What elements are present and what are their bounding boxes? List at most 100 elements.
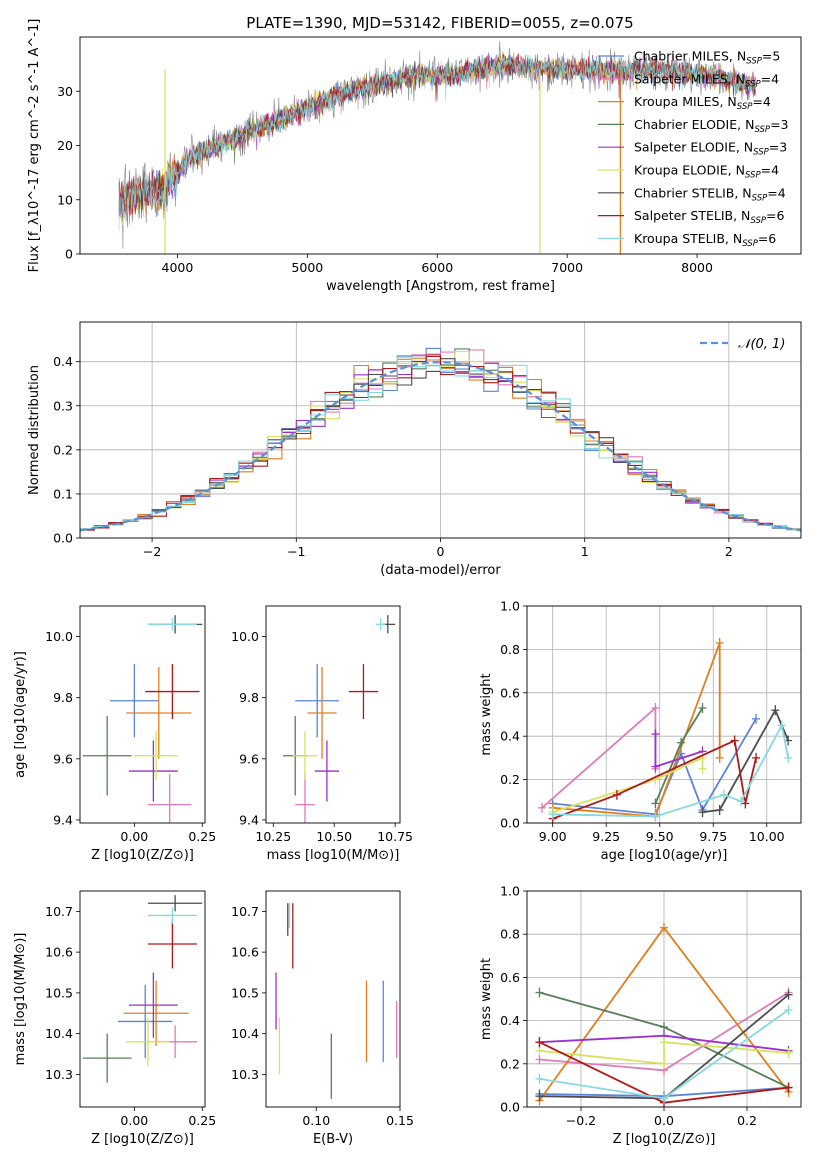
axes-frame	[526, 605, 802, 824]
x-tick-label: 6000	[421, 260, 453, 275]
x-axis-label: Z [log10(Z/Z⊙)]	[91, 848, 194, 863]
legend-label-1: Salpeter MILES, NSSP=4	[634, 71, 779, 89]
errorbar-0	[109, 664, 159, 738]
y-tick-label: 9.6	[53, 751, 73, 766]
weight-line-1	[541, 706, 657, 809]
errorbar-3	[82, 1033, 132, 1083]
errorbar-4	[314, 740, 340, 802]
errorbar-5	[292, 731, 318, 781]
legend-label-4: Salpeter ELODIE, NSSP=3	[634, 140, 787, 158]
x-axis-label: (data-model)/error	[380, 563, 501, 578]
x-tick-label: 0.00	[120, 829, 148, 844]
weight-line-5	[552, 756, 704, 813]
legend-value: =3	[769, 140, 787, 155]
x-tick-label: 4000	[162, 260, 194, 275]
axes-frame	[79, 605, 206, 824]
errorbar-7	[348, 664, 379, 720]
x-tick-label: 2	[725, 544, 733, 559]
y-axis-label: age [log10(age/yr)]	[13, 651, 28, 778]
legend-label-6: Chabrier STELIB, NSSP=4	[634, 185, 786, 203]
panel-spectrum: 4000 5000 6000 7000 8000 0 10 20 30 wavelength [A…	[27, 19, 802, 294]
x-tick-label: 7000	[551, 260, 583, 275]
y-tick-label: 10.0	[231, 629, 259, 644]
x-axis-label: age [log10(age/yr)]	[601, 848, 728, 863]
x-tick-label: 10.50	[316, 829, 352, 844]
x-tick-label: 0.00	[120, 1113, 148, 1128]
legend-subscript: SSP	[750, 216, 766, 226]
y-tick-label: 0.8	[500, 927, 520, 942]
y-tick-label: 10.6	[231, 945, 259, 960]
errorbar-1	[147, 774, 192, 823]
panel-weights-vs-Z: −0.2 0.0 0.2 0.0 0.2 0.4 0.6 0.8 1.0 Z [log10(Z/Z…	[479, 884, 802, 1147]
y-tick-label: 10.4	[45, 1026, 73, 1041]
weight-line-2	[552, 642, 721, 818]
errorbar-4	[128, 740, 178, 802]
plot-area	[275, 903, 398, 1099]
y-tick-label: 0.4	[500, 729, 520, 744]
axes-frame	[265, 605, 401, 824]
errorbar-0	[118, 984, 173, 1059]
legend-label-5: Kroupa ELODIE, NSSP=4	[634, 163, 779, 181]
x-tick-label: 0	[437, 544, 445, 559]
legend-text: Kroupa ELODIE, N	[634, 163, 745, 178]
x-tick-label: −2	[143, 544, 161, 559]
y-tick-label: 0.3	[53, 398, 73, 413]
x-tick-label: 0.25	[188, 1113, 216, 1128]
x-axis-label: E(B-V)	[313, 1132, 353, 1147]
errorbar-8	[147, 907, 197, 924]
y-axis-label: mass weight	[479, 673, 494, 755]
legend-subscript: SSP	[737, 102, 753, 112]
legend-label-8: Kroupa STELIB, NSSP=6	[634, 231, 776, 249]
x-tick-label: 10.75	[377, 829, 413, 844]
y-tick-label: 10.7	[231, 904, 259, 919]
y-tick-label: 0.4	[500, 1013, 520, 1028]
legend-subscript: SSP	[752, 193, 768, 203]
y-tick-label: 9.8	[239, 690, 259, 705]
x-tick-label: −0.2	[566, 1113, 596, 1128]
y-axis-label: mass weight	[479, 958, 494, 1040]
y-axis-label: Flux [f_λ10^-17 erg cm^-2 s^-1 A^-1]	[27, 19, 42, 273]
normal-curve	[80, 360, 801, 532]
y-tick-label: 0.0	[500, 1100, 520, 1115]
axes-frame	[79, 36, 802, 255]
errorbar-2	[307, 667, 337, 759]
y-axis-label: mass [log10(M/M⊙)]	[13, 933, 28, 1066]
legend-subscript: SSP	[745, 79, 761, 89]
y-tick-label: 0.2	[500, 1056, 520, 1071]
panel-residuals: −2 −1 0 1 2 0.0 0.1 0.2 0.3 0.4 (data-model)/error…	[27, 321, 802, 578]
y-tick-label: 20	[57, 138, 73, 153]
panel-weights-vs-age: 9.00 9.25 9.50 9.75 10.00 0.0 0.2 0.4 0.6 0.8 1.0 a…	[479, 599, 802, 863]
legend-label-3: Chabrier ELODIE, NSSP=3	[634, 117, 789, 135]
y-tick-label: 0.6	[500, 970, 520, 985]
y-tick-label: 10.5	[231, 985, 259, 1000]
panel-mass-vs-EBV: 0.10 0.15 10.3 10.4 10.5 10.6 10.7 E(B-V)	[231, 890, 414, 1147]
y-tick-label: 10.4	[231, 1026, 259, 1041]
y-tick-label: 0.8	[500, 642, 520, 657]
y-tick-label: 1.0	[500, 884, 520, 899]
y-tick-label: 0.0	[53, 531, 73, 546]
plot-area	[537, 637, 793, 823]
x-tick-label: 0.2	[737, 1113, 757, 1128]
errorbar-4	[128, 972, 178, 1038]
errorbar-7	[147, 919, 197, 969]
errorbar-5	[126, 1017, 170, 1067]
y-tick-label: 0.0	[500, 816, 520, 831]
legend-label-2: Kroupa MILES, NSSP=4	[634, 94, 771, 112]
y-tick-label: 0.2	[53, 442, 73, 457]
errorbar-2	[126, 667, 192, 759]
legend-value: =4	[752, 94, 770, 109]
errorbar-0	[295, 664, 340, 738]
legend-subscript: SSP	[745, 171, 761, 181]
legend-value: =3	[770, 117, 788, 132]
legend-text: Chabrier ELODIE, N	[634, 117, 754, 132]
errorbar-8	[375, 618, 386, 631]
panel-age-vs-Z: 0.00 0.25 9.4 9.6 9.8 10.0 Z [log10(Z/Z⊙)] age …	[13, 605, 216, 863]
errorbar-2	[123, 980, 189, 1046]
y-tick-label: 0	[65, 247, 73, 262]
legend-text: Salpeter MILES, N	[634, 71, 745, 86]
x-tick-label: −1	[287, 544, 305, 559]
legend-value: =4	[761, 71, 779, 86]
errorbar-3	[82, 716, 132, 796]
